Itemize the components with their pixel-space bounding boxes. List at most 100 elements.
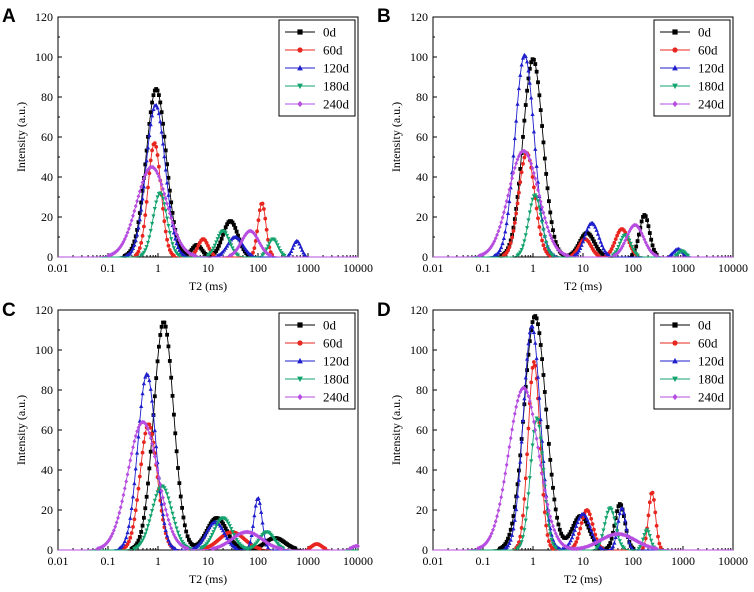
data-point (162, 134, 167, 139)
data-point (154, 200, 159, 205)
data-point (523, 476, 528, 481)
data-point (627, 540, 632, 545)
data-point (127, 465, 131, 470)
data-point (637, 232, 641, 237)
data-point (235, 253, 241, 258)
data-point (165, 332, 169, 337)
data-point (525, 452, 529, 457)
data-point (274, 240, 279, 245)
data-point (140, 188, 145, 193)
data-point (559, 531, 564, 536)
data-point (531, 129, 536, 134)
data-point (549, 236, 554, 241)
data-point (169, 375, 174, 380)
data-point (125, 472, 130, 477)
data-point (551, 523, 555, 529)
data-point (526, 352, 531, 357)
data-point (525, 506, 530, 511)
data-point (519, 540, 524, 545)
data-point (572, 527, 577, 532)
data-point (266, 237, 270, 242)
data-point (162, 219, 167, 224)
data-point (127, 539, 131, 544)
data-point (511, 419, 516, 424)
data-point (506, 193, 510, 198)
data-point (259, 536, 264, 541)
data-point (522, 155, 527, 160)
legend-label: 180d (323, 79, 350, 94)
data-point (518, 250, 523, 255)
data-point (499, 494, 504, 500)
legend: 0d 60d 120d 180d 240d (653, 19, 731, 117)
data-point (291, 242, 296, 247)
data-point (553, 531, 558, 536)
data-point (143, 248, 148, 253)
data-point (210, 533, 215, 538)
data-point (537, 205, 542, 210)
data-point (546, 523, 551, 528)
data-point (199, 539, 204, 544)
data-point (167, 501, 172, 506)
data-point (541, 492, 546, 497)
data-point (652, 247, 656, 252)
data-point (616, 245, 621, 250)
x-tick-label: 100 (249, 261, 267, 275)
data-point (657, 541, 662, 546)
data-point (527, 157, 532, 162)
data-point (578, 245, 583, 250)
data-point (650, 490, 655, 495)
data-point (173, 431, 178, 436)
data-point (622, 514, 626, 518)
data-point (609, 247, 614, 251)
data-point (621, 546, 626, 551)
data-point (161, 121, 165, 126)
data-point (152, 454, 157, 459)
data-point (540, 204, 544, 210)
data-point (593, 242, 598, 246)
data-point (152, 394, 157, 399)
data-point (207, 538, 212, 543)
data-point (646, 513, 651, 518)
data-point (505, 543, 511, 548)
y-tick-label: 120 (410, 10, 428, 24)
data-point (649, 538, 654, 543)
data-point (574, 540, 579, 544)
data-point (122, 486, 127, 491)
data-point (540, 124, 544, 128)
data-point (249, 252, 254, 257)
data-point (143, 162, 148, 167)
data-point (147, 430, 152, 436)
data-point (140, 196, 145, 201)
data-point (517, 181, 521, 186)
data-point (176, 466, 180, 470)
data-point (489, 531, 494, 536)
data-point (169, 215, 174, 221)
data-point (526, 218, 531, 223)
data-point (172, 253, 176, 258)
data-point (148, 386, 153, 391)
data-point (218, 240, 223, 245)
x-tick-label: 1 (155, 554, 161, 568)
y-axis-title: Intensity (a.u.) (389, 395, 403, 465)
data-point (221, 232, 225, 237)
legend-label: 0d (698, 318, 712, 333)
data-point (160, 512, 166, 517)
data-point (230, 246, 235, 251)
data-point (133, 508, 138, 513)
data-point (612, 516, 617, 521)
legend-label: 180d (323, 372, 350, 387)
y-tick-label: 80 (416, 90, 428, 104)
data-point (118, 244, 123, 249)
data-point (182, 246, 187, 252)
data-point (177, 238, 182, 243)
x-tick-label: 10 (577, 554, 589, 568)
y-tick-labels: 0 20 40 60 80 100 120 (35, 303, 53, 557)
data-point (140, 391, 145, 396)
data-point (187, 537, 191, 542)
data-point (158, 119, 163, 124)
y-tick-label: 40 (41, 463, 53, 477)
data-point (600, 243, 605, 248)
data-point (672, 64, 678, 71)
y-tick-label: 100 (35, 343, 53, 357)
data-point (219, 236, 224, 241)
